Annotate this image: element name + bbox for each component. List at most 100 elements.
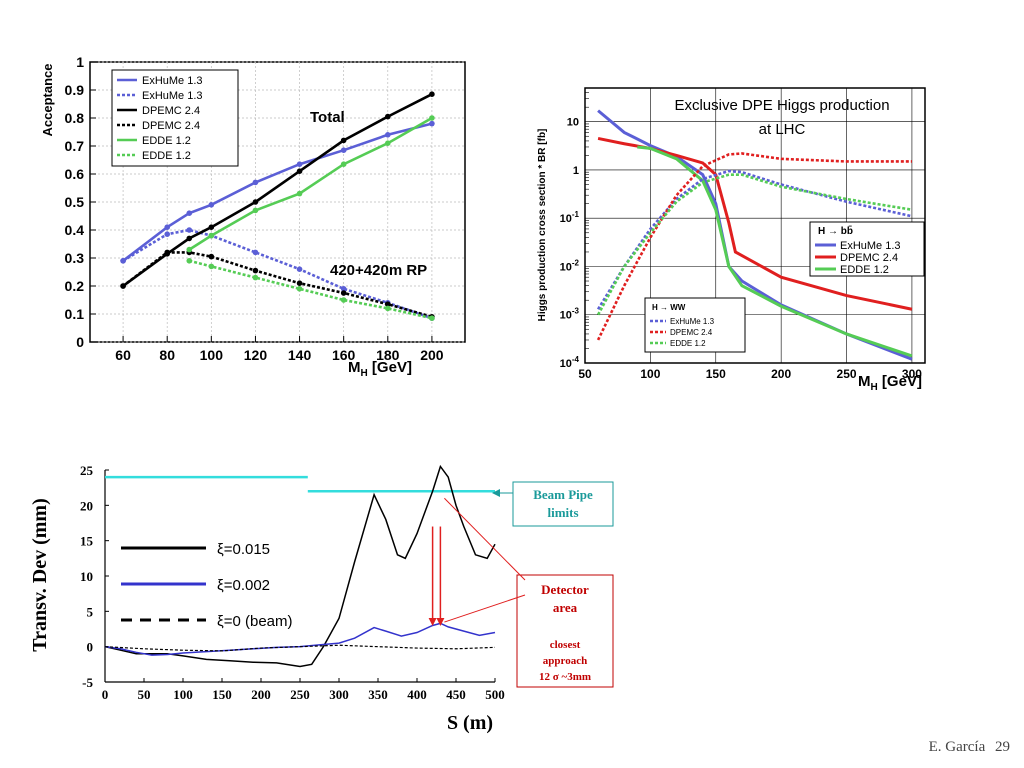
acceptance-data-point	[384, 305, 391, 312]
higgs-y-label: Higgs production cross section * BR [fb]	[537, 129, 548, 322]
acceptance-data-point	[252, 267, 259, 274]
acceptance-data-point	[340, 297, 347, 303]
higgs-x-tick-label: 250	[837, 367, 857, 381]
higgs-legend-ww-label: ExHuMe 1.3	[670, 317, 715, 326]
acceptance-data-point	[340, 147, 347, 153]
acceptance-data-point	[120, 283, 126, 289]
transverse-chart: 0 50 100 150 200 250 300 350 400 450 500 -5 0 5 10 15 20…	[29, 463, 614, 734]
transverse-x-tick-label: 500	[485, 687, 505, 702]
acceptance-data-point	[208, 224, 215, 230]
closest-line3: 12 σ ~3mm	[539, 671, 591, 683]
acceptance-data-point	[208, 253, 215, 260]
transverse-x-tick-label: 50	[138, 687, 151, 702]
annotation-total: Total	[310, 109, 345, 126]
acceptance-data-point	[164, 231, 171, 237]
transverse-y-tick-label: 20	[80, 498, 93, 513]
transverse-x-tick-label: 300	[329, 687, 349, 702]
higgs-legend-bb-title: H → bb̄	[818, 225, 853, 237]
acceptance-series	[120, 91, 435, 322]
higgs-legend-ww: H → WW ExHuMe 1.3 DPEMC 2.4 EDDE 1.2	[644, 297, 746, 353]
acceptance-data-point	[252, 179, 259, 186]
acceptance-data-point	[384, 301, 391, 308]
acceptance-y-tick-label: 0.9	[65, 82, 85, 98]
acceptance-y-tick-label: 0.5	[65, 194, 85, 210]
higgs-legend-ww-label: EDDE 1.2	[670, 339, 706, 348]
beam-pipe-callout-box	[512, 481, 614, 527]
acceptance-data-point	[186, 227, 193, 233]
higgs-x-tick-label: 100	[640, 367, 660, 381]
acceptance-data-point	[340, 290, 347, 296]
higgs-legend-ww-label: DPEMC 2.4	[670, 328, 713, 337]
higgs-y-tick-label: 10-2	[560, 258, 580, 273]
acceptance-data-point	[384, 140, 391, 146]
detector-callout-line2: area	[553, 600, 578, 615]
higgs-y-tick-label: 10-3	[560, 307, 580, 322]
transverse-x-tick-label: 150	[212, 687, 232, 702]
transverse-series-line	[104, 644, 496, 652]
higgs-y-tick-label: 10	[567, 117, 579, 129]
higgs-x-tick-label: 50	[578, 367, 592, 381]
beam-pipe-arrowhead	[492, 489, 500, 497]
footer-author: E. García	[928, 739, 986, 755]
transverse-legend-label: ξ=0.015	[217, 541, 270, 558]
acceptance-legend-label: EDDE 1.2	[142, 150, 191, 162]
acceptance-legend: ExHuMe 1.3 ExHuMe 1.3 DPEMC 2.4 DPEMC 2.4 ED…	[111, 69, 239, 167]
acceptance-y-tick-label: 0.3	[65, 250, 85, 266]
acceptance-data-point	[186, 235, 193, 242]
transverse-x-tick-label: 100	[173, 687, 193, 702]
higgs-y-tick-label: 10-4	[560, 355, 580, 370]
acceptance-x-tick-label: 80	[159, 347, 175, 363]
acceptance-y-tick-label: 0.6	[65, 166, 85, 182]
beam-pipe-callout-line2: limits	[547, 505, 578, 520]
transverse-legend: ξ=0.015 ξ=0.002 ξ=0 (beam)	[121, 541, 293, 630]
higgs-subtitle: at LHC	[759, 121, 806, 138]
transverse-series-line	[104, 622, 496, 656]
beam-pipe-callout-line1: Beam Pipe	[533, 487, 593, 502]
higgs-series	[596, 109, 913, 361]
acceptance-data-point	[296, 280, 303, 287]
acceptance-data-point	[429, 115, 435, 121]
acceptance-data-point	[296, 286, 303, 292]
higgs-x-label: MH [GeV]	[858, 373, 922, 393]
higgs-series-line	[596, 173, 913, 316]
acceptance-data-point	[186, 210, 193, 216]
transverse-legend-label: ξ=0 (beam)	[217, 613, 293, 630]
acceptance-data-point	[296, 161, 303, 167]
transverse-y-label: Transv. Dev (mm)	[29, 498, 51, 652]
acceptance-y-tick-label: 0.4	[65, 222, 85, 238]
transverse-y-tick-label: -5	[82, 675, 93, 690]
higgs-title: Exclusive DPE Higgs production	[674, 97, 889, 114]
acceptance-data-point	[340, 286, 347, 292]
higgs-legend-bb-label: ExHuMe 1.3	[840, 240, 901, 252]
acceptance-x-tick-label: 60	[115, 347, 131, 363]
acceptance-data-point	[252, 274, 259, 281]
acceptance-x-tick-label: 100	[200, 347, 224, 363]
acceptance-data-point	[429, 120, 435, 127]
transverse-x-tick-label: 0	[102, 687, 109, 702]
higgs-legend-bb-label: DPEMC 2.4	[840, 252, 898, 264]
transverse-x-label: S (m)	[447, 712, 493, 734]
acceptance-legend-label: ExHuMe 1.3	[142, 75, 203, 87]
acceptance-data-point	[296, 266, 303, 273]
acceptance-legend-label: ExHuMe 1.3	[142, 90, 203, 102]
acceptance-series-line	[122, 228, 433, 320]
acceptance-y-tick-label: 0.8	[65, 110, 85, 126]
transverse-y-tick-label: 0	[87, 640, 94, 655]
higgs-y-tick-label: 10-1	[560, 210, 580, 225]
closest-line2: approach	[543, 655, 587, 667]
acceptance-data-point	[252, 249, 259, 256]
acceptance-data-point	[340, 137, 347, 144]
detector-pointer-upper	[444, 497, 526, 581]
higgs-x-tick-label: 300	[902, 367, 922, 381]
higgs-series-line	[596, 152, 912, 341]
acceptance-y-tick-label: 1	[76, 54, 84, 70]
acceptance-y-tick-label: 0	[76, 334, 84, 350]
acceptance-data-point	[186, 246, 193, 253]
detector-callout-line1: Detector	[541, 582, 589, 597]
transverse-x-tick-label: 200	[251, 687, 271, 702]
acceptance-x-tick-label: 200	[420, 347, 444, 363]
higgs-x-tick-label: 200	[771, 367, 791, 381]
transverse-y-tick-label: 10	[80, 569, 93, 584]
transverse-series	[104, 464, 496, 668]
